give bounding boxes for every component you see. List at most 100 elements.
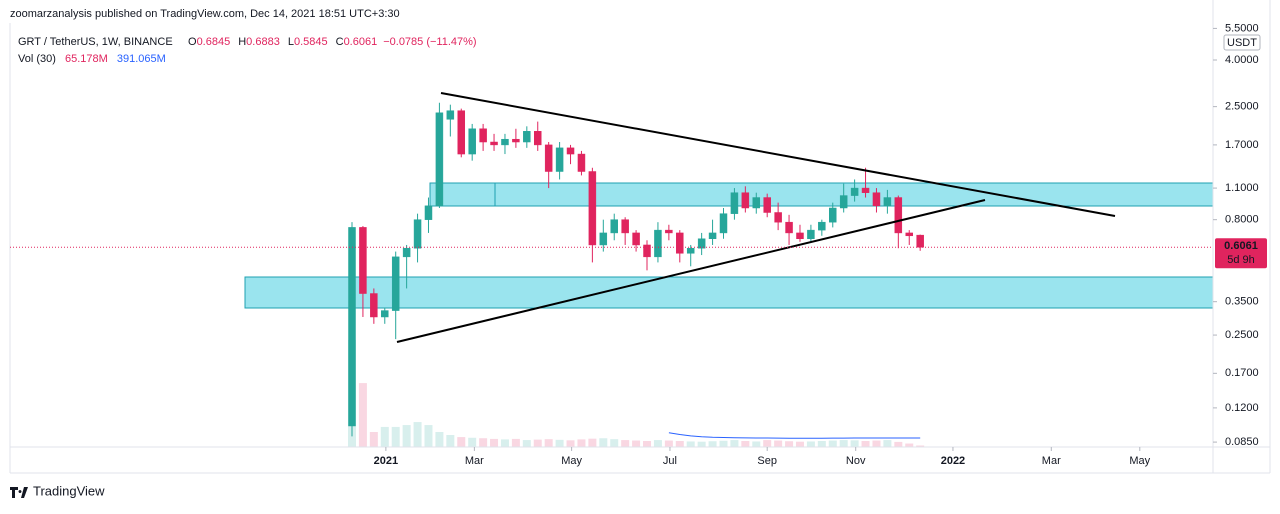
- volume-bar: [675, 441, 684, 447]
- trendlines: [396, 92, 1116, 343]
- x-tick-label: 2022: [941, 455, 965, 467]
- candle-body: [785, 221, 793, 234]
- volume-bar: [905, 443, 914, 447]
- candle-body: [391, 256, 400, 311]
- candle-body: [588, 171, 597, 246]
- candle-body: [839, 195, 848, 209]
- volume-bar: [544, 439, 553, 447]
- volume-legend: Vol (30) 65.178M 391.065M: [18, 53, 166, 65]
- candle-body: [763, 197, 771, 213]
- volume-bar: [490, 438, 499, 447]
- candle-body: [752, 197, 761, 209]
- candle-body: [457, 110, 466, 155]
- candle-body: [676, 232, 684, 254]
- volume-bar: [621, 440, 630, 447]
- volume-bar: [741, 441, 750, 447]
- volume-bar: [380, 426, 389, 447]
- candle-body: [796, 232, 804, 240]
- candle-body: [370, 293, 378, 318]
- currency: USDT: [1227, 37, 1257, 49]
- volume-bar: [632, 440, 641, 447]
- x-tick-label: May: [561, 455, 582, 467]
- candle-body: [501, 138, 509, 146]
- candle-body: [523, 131, 531, 143]
- x-tick-label: May: [1129, 455, 1150, 467]
- candle-body: [446, 110, 455, 120]
- volume-bar: [566, 440, 575, 447]
- volume-bar: [916, 445, 925, 447]
- candle-body: [468, 128, 476, 155]
- candle-body: [883, 197, 892, 207]
- brand-logo: [10, 487, 28, 498]
- ohlc-key: C: [336, 36, 344, 48]
- header-band: [0, 0, 1212, 23]
- volume-bar: [500, 439, 509, 447]
- candle-body: [544, 144, 553, 172]
- volume-bar: [839, 440, 848, 447]
- volume-bar: [883, 440, 892, 447]
- volume-bar: [424, 425, 433, 447]
- lower-trendline: [396, 199, 986, 343]
- volume-bar: [785, 441, 794, 447]
- candle-body: [654, 229, 662, 258]
- volume-bar: [795, 441, 804, 447]
- last-price-box: [1215, 238, 1267, 269]
- candle-body: [741, 192, 750, 209]
- volume-bar: [533, 439, 542, 447]
- y-tick-label: 5.5000: [1225, 22, 1259, 34]
- countdown: 5d 9h: [1227, 254, 1255, 266]
- upper-trendline: [440, 92, 1116, 217]
- volume-ma-line: [668, 432, 921, 439]
- volume-ma-value: 391.065M: [117, 53, 166, 65]
- candle-body: [490, 141, 498, 146]
- brand: TradingView: [33, 483, 105, 498]
- ohlc-key: O: [188, 36, 197, 48]
- volume-bar: [479, 438, 488, 447]
- candle-body: [533, 131, 542, 146]
- candle-body: [905, 232, 913, 237]
- candle-body: [894, 197, 903, 234]
- volume-bar: [599, 438, 608, 447]
- candle-body: [512, 138, 520, 143]
- y-tick-label: 2.5000: [1225, 101, 1259, 113]
- y-tick-label: 4.0000: [1225, 54, 1259, 66]
- y-tick-label: 1.1000: [1225, 182, 1259, 194]
- candle-body: [632, 232, 640, 246]
- volume-bar: [643, 441, 652, 447]
- x-tick-label: 2021: [374, 455, 398, 467]
- y-tick-label: 0.1700: [1225, 367, 1259, 379]
- x-tick-label: Sep: [757, 455, 777, 467]
- volume-bar: [435, 432, 444, 447]
- volume-bar: [719, 440, 728, 447]
- x-tick-label: Jul: [663, 455, 677, 467]
- candle-body: [381, 310, 389, 318]
- candle-body: [916, 234, 924, 248]
- candle-body: [621, 219, 629, 234]
- candle-body: [730, 192, 739, 214]
- volume-bar: [446, 435, 455, 447]
- ohlc-key: L: [288, 36, 294, 48]
- x-tick-label: Nov: [846, 455, 866, 467]
- volume-bar: [369, 432, 378, 447]
- resistance-zone: [429, 182, 1214, 207]
- volume-bar: [413, 422, 422, 447]
- volume-bar: [457, 437, 466, 447]
- ohlc-value: 0.6883: [246, 36, 280, 48]
- x-tick-label: Mar: [1042, 455, 1061, 467]
- volume-value: 65.178M: [65, 53, 108, 65]
- candle-body: [402, 247, 411, 258]
- candle-body: [577, 153, 586, 172]
- candle-body: [435, 112, 444, 207]
- candle-body: [850, 187, 859, 196]
- volume-bar: [686, 441, 695, 447]
- volume-bar: [358, 383, 367, 447]
- candle-body: [861, 187, 870, 193]
- currency-box: [1223, 34, 1261, 51]
- candle-body: [697, 238, 706, 249]
- volume-bar: [610, 439, 619, 447]
- volume-bar: [653, 440, 662, 447]
- candle-body: [424, 205, 433, 220]
- x-tick-label: Mar: [465, 455, 484, 467]
- candle-body: [555, 147, 564, 172]
